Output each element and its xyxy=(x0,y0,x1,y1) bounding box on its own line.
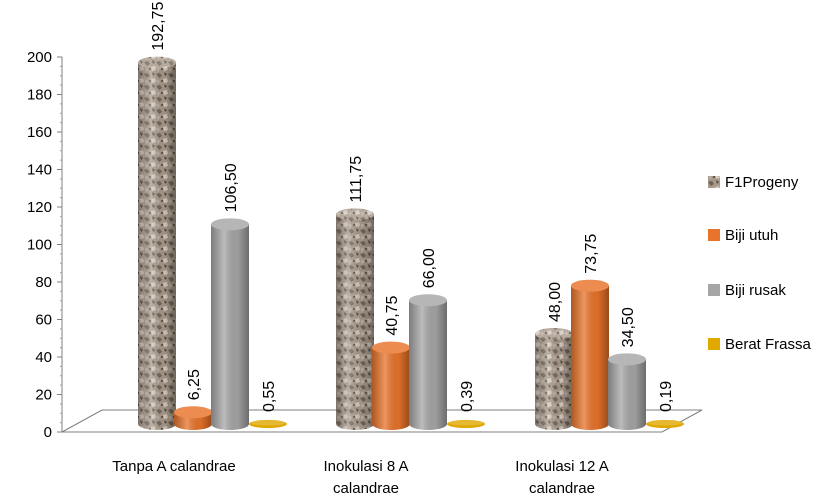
y-tick-label: 60 xyxy=(35,312,52,329)
bar-top-highlight xyxy=(138,56,176,69)
category-labels: Tanpa A calandrae Inokulasi 8 A calandrae I… xyxy=(112,458,608,497)
bar-top xyxy=(372,341,410,354)
data-label: 66,00 xyxy=(421,248,438,288)
y-tick-label: 180 xyxy=(27,87,52,104)
bar-biji-utuh xyxy=(372,341,410,430)
legend-label: Biji utuh xyxy=(725,227,778,244)
data-label: 6,25 xyxy=(186,369,203,400)
y-tick-label: 120 xyxy=(27,199,52,216)
category-label: calandrae xyxy=(529,480,595,497)
bar-disc xyxy=(646,420,684,428)
legend-label: Berat Frassa xyxy=(725,336,812,353)
category-label: Tanpa A calandrae xyxy=(112,458,235,475)
bar-biji-rusak xyxy=(211,218,249,430)
data-label: 34,50 xyxy=(620,307,637,347)
bar-top-highlight xyxy=(608,353,646,366)
legend-swatch xyxy=(708,176,720,188)
bar-top xyxy=(336,208,374,221)
bar-berat-frassa xyxy=(249,420,287,428)
legend-label: Biji rusak xyxy=(725,282,786,299)
bar-disc xyxy=(249,420,287,428)
bar-disc-highlight xyxy=(449,420,483,426)
bar-top xyxy=(535,328,573,340)
bar-top-highlight xyxy=(336,208,374,221)
bar-biji-utuh xyxy=(571,279,609,430)
bar-berat-frassa xyxy=(447,420,485,428)
data-label: 192,75 xyxy=(150,2,167,51)
bar-shading xyxy=(211,224,249,430)
bar-berat-frassa xyxy=(646,420,684,428)
legend-swatch xyxy=(708,284,720,296)
bar-top-highlight xyxy=(535,328,573,340)
bar-top-highlight xyxy=(372,341,410,354)
bar-biji-rusak xyxy=(409,294,447,430)
data-label: 0,19 xyxy=(658,381,675,412)
bar-top-highlight xyxy=(571,279,609,292)
y-tick-label: 200 xyxy=(27,49,52,66)
bars xyxy=(138,56,684,430)
y-tick-label: 80 xyxy=(35,274,52,291)
category-label: calandrae xyxy=(333,480,399,497)
bar-top-highlight xyxy=(409,294,447,307)
legend-label: F1Progeny xyxy=(725,174,799,191)
bar-shading xyxy=(409,300,447,430)
bar-top xyxy=(211,218,249,231)
data-label: 0,55 xyxy=(261,381,278,412)
legend-swatch xyxy=(708,229,720,241)
y-tick-label: 140 xyxy=(27,162,52,179)
bar-shading xyxy=(608,359,646,430)
data-label: 40,75 xyxy=(384,295,401,335)
bar-shading xyxy=(535,334,573,430)
bar-shading xyxy=(571,285,609,430)
y-axis: 0 20 40 60 80 100 120 140 160 180 200 xyxy=(27,49,63,441)
legend: F1Progeny Biji utuh Biji rusak Berat Frassa xyxy=(708,174,812,353)
data-label: 0,39 xyxy=(459,381,476,412)
category-label: Inokulasi 12 A xyxy=(515,458,608,475)
y-tick-label: 0 xyxy=(44,424,52,441)
bar-top xyxy=(174,406,212,419)
bar-top xyxy=(571,279,609,292)
bar-shading xyxy=(372,347,410,430)
legend-swatch xyxy=(708,338,720,350)
data-labels: 192,75 111,75 48,00 6,25 40,75 73,75 106,50 66,… xyxy=(150,2,675,412)
bar-shading xyxy=(336,214,374,430)
bar-disc-highlight xyxy=(648,420,682,426)
y-tick-label: 100 xyxy=(27,237,52,254)
bar-biji-rusak xyxy=(608,353,646,430)
data-label: 48,00 xyxy=(547,282,564,322)
data-label: 73,75 xyxy=(583,234,600,274)
bar-top xyxy=(608,353,646,366)
y-tick-label: 160 xyxy=(27,124,52,141)
y-tick-label: 20 xyxy=(35,387,52,404)
bar-top xyxy=(409,294,447,307)
bar-f1progeny xyxy=(535,328,573,430)
y-tick-label: 40 xyxy=(35,349,52,366)
bar-f1progeny xyxy=(138,56,176,430)
data-label: 111,75 xyxy=(348,156,365,203)
bar-top-highlight xyxy=(174,406,212,419)
bar-f1progeny xyxy=(336,208,374,430)
bar-top xyxy=(138,56,176,69)
bar-shading xyxy=(138,62,176,430)
data-label: 106,50 xyxy=(223,163,240,212)
bar-disc xyxy=(447,420,485,428)
bar-disc-highlight xyxy=(251,420,285,426)
category-label: Inokulasi 8 A xyxy=(323,458,408,475)
bar-biji-utuh xyxy=(174,406,212,430)
bar-top-highlight xyxy=(211,218,249,231)
